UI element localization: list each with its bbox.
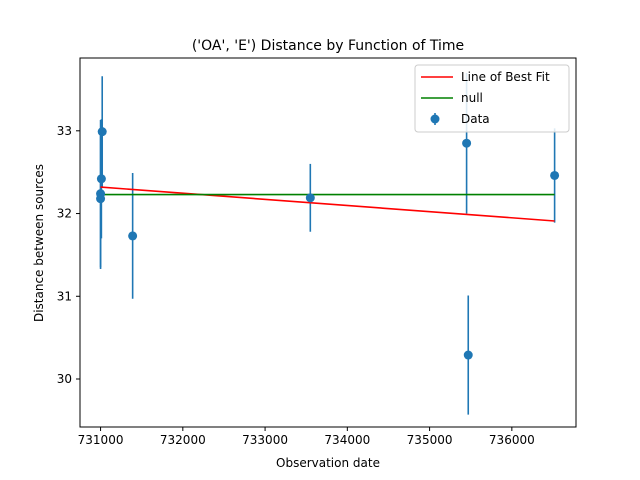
plot-area bbox=[96, 72, 560, 415]
legend: Line of Best Fit null Data bbox=[414, 64, 570, 133]
data-point-8 bbox=[550, 170, 560, 180]
legend-label-data: Data bbox=[461, 112, 490, 126]
data-point-4 bbox=[128, 231, 138, 241]
chart-title: ('OA', 'E') Distance by Function of Time bbox=[192, 38, 464, 54]
legend-label-best-fit: Line of Best Fit bbox=[461, 70, 550, 84]
y-tick-label-3: 33 bbox=[57, 124, 72, 138]
axes: 731000 732000 733000 734000 735000 736000 30 31… bbox=[57, 57, 577, 447]
data-point-5 bbox=[305, 193, 315, 203]
data-point-1 bbox=[96, 194, 106, 204]
y-tick-label-1: 31 bbox=[57, 289, 72, 303]
x-tick-label-4: 735000 bbox=[407, 433, 453, 447]
x-axis-label: Observation date bbox=[276, 456, 380, 470]
legend-swatch-data bbox=[430, 114, 440, 124]
legend-box bbox=[414, 64, 570, 133]
axes-frame bbox=[79, 57, 577, 428]
x-tick-label-3: 734000 bbox=[324, 433, 370, 447]
x-tick-label-0: 731000 bbox=[78, 433, 124, 447]
x-tick-label-1: 732000 bbox=[160, 433, 206, 447]
y-axis-label: Distance between sources bbox=[32, 164, 46, 322]
data-point-3 bbox=[97, 127, 107, 137]
data-point-6 bbox=[462, 138, 472, 148]
line-of-best-fit bbox=[100, 186, 555, 222]
y-tick-label-2: 32 bbox=[57, 207, 72, 221]
data-point-2 bbox=[96, 174, 106, 184]
data-point-7 bbox=[463, 350, 473, 360]
x-tick-label-2: 733000 bbox=[242, 433, 288, 447]
y-tick-label-0: 30 bbox=[57, 372, 72, 386]
x-tick-label-5: 736000 bbox=[489, 433, 535, 447]
legend-label-null: null bbox=[461, 91, 483, 105]
